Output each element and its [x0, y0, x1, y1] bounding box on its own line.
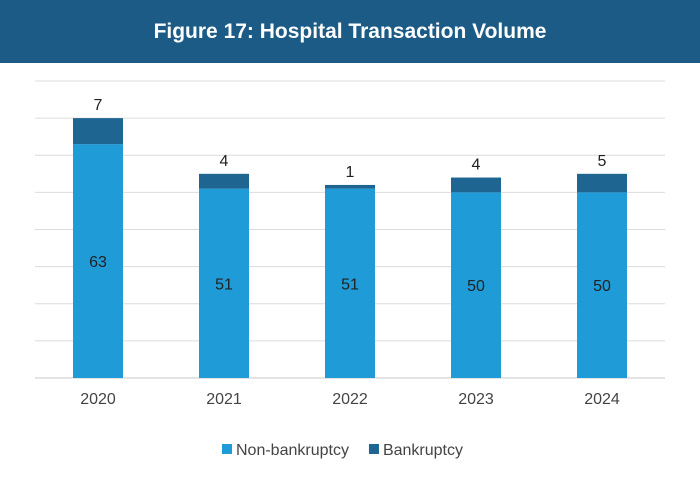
bar-non-bankruptcy-2022: [325, 188, 375, 378]
legend-swatch: [368, 444, 379, 454]
bar-bankruptcy-2022: [325, 184, 375, 189]
x-tick-label: 2023: [458, 391, 494, 408]
bar-bankruptcy-2020: [73, 118, 123, 145]
bar-non-bankruptcy-2020: [73, 144, 123, 378]
data-label: 50: [467, 278, 485, 295]
data-label: 1: [346, 164, 355, 181]
data-label: 7: [94, 97, 103, 114]
legend-swatch: [222, 444, 232, 454]
legend-label: Bankruptcy: [383, 442, 463, 459]
data-label: 4: [220, 153, 229, 170]
x-tick-label: 2021: [206, 391, 242, 408]
bar-non-bankruptcy-2023: [451, 192, 501, 378]
data-label: 4: [472, 157, 481, 174]
bar-non-bankruptcy-2024: [577, 192, 627, 378]
chart-title: Figure 17: Hospital Transaction Volume: [153, 19, 547, 43]
data-label: 51: [341, 276, 359, 293]
bar-bankruptcy-2021: [199, 173, 249, 189]
x-tick-label: 2024: [584, 391, 620, 408]
title-banner: Figure 17: Hospital Transaction Volume: [0, 0, 700, 63]
x-tick-label: 2022: [332, 391, 368, 408]
data-label: 50: [593, 278, 611, 295]
x-tick-label: 2020: [80, 391, 116, 408]
bar-bankruptcy-2023: [451, 177, 501, 193]
data-label: 5: [598, 153, 607, 170]
legend-label: Non-bankruptcy: [236, 442, 349, 459]
bar-non-bankruptcy-2021: [199, 188, 249, 378]
data-label: 51: [215, 276, 233, 293]
bar-bankruptcy-2024: [577, 173, 627, 193]
data-label: 63: [89, 254, 107, 271]
